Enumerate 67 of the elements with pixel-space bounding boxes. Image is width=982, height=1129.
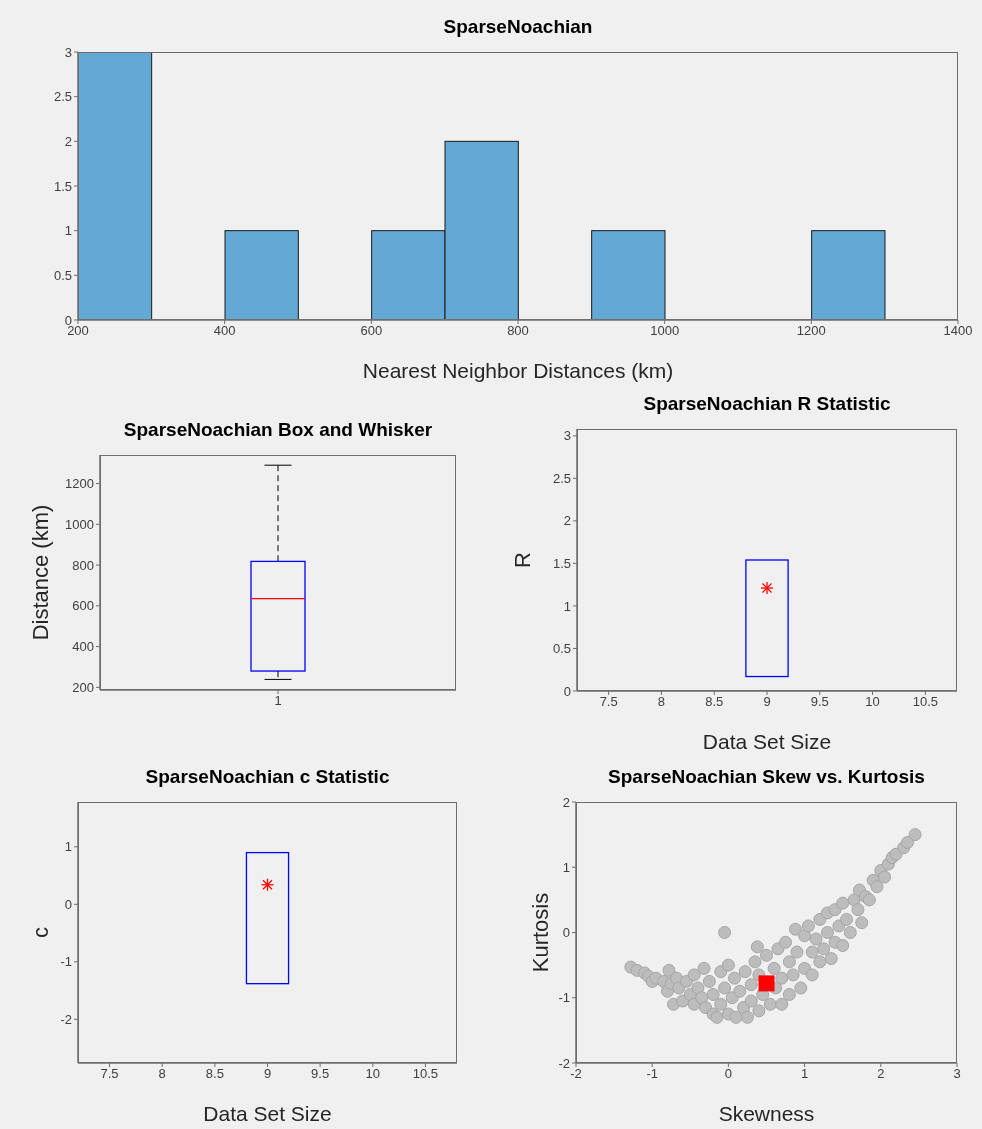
y-tick-label: 1.5 — [53, 178, 72, 194]
x-tick-label: 10.5 — [412, 1066, 439, 1082]
y-tick-label: 1 — [562, 859, 570, 875]
y-axis-title: c — [27, 927, 53, 938]
chart-title: SparseNoachian c Statistic — [144, 766, 391, 788]
x-tick-label: 8.5 — [705, 694, 724, 710]
x-tick-label: 8.5 — [205, 1066, 224, 1082]
y-tick-label: 2 — [562, 794, 570, 810]
y-tick-label: 0.5 — [552, 641, 571, 657]
x-tick-label: 9.5 — [311, 1066, 330, 1082]
y-tick-label: 1000 — [65, 516, 94, 532]
y-tick-label: 600 — [72, 598, 94, 614]
x-tick-label: 9.5 — [810, 694, 829, 710]
y-tick-label: -2 — [60, 1011, 72, 1027]
x-axis-title: Data Set Size — [702, 730, 832, 753]
y-tick-label: 1.5 — [552, 556, 571, 572]
y-tick-label: 2 — [64, 133, 72, 149]
y-tick-label: 1200 — [65, 476, 94, 492]
y-axis-title: R — [509, 552, 535, 568]
x-tick-label: 1 — [274, 693, 282, 709]
x-tick-label: 9 — [763, 694, 771, 710]
y-tick-label: 0.5 — [53, 267, 72, 283]
x-axis-title: Data Set Size — [203, 1102, 332, 1125]
y-tick-label: 0 — [64, 896, 72, 912]
x-tick-label: 7.5 — [100, 1066, 119, 1082]
y-tick-label: 1 — [563, 598, 571, 614]
x-tick-label: 3 — [953, 1066, 961, 1082]
chart-title: SparseNoachian — [442, 16, 594, 38]
x-tick-label: 10 — [365, 1066, 381, 1082]
x-tick-label: 1 — [800, 1066, 809, 1082]
x-tick-label: 2 — [877, 1066, 885, 1082]
y-tick-label: 2 — [563, 513, 571, 529]
x-tick-label: 9 — [263, 1066, 272, 1082]
y-tick-label: 0 — [562, 925, 570, 941]
y-tick-label: 2.5 — [53, 89, 72, 105]
y-tick-label: 3 — [64, 44, 72, 60]
y-tick-label: 1 — [64, 223, 72, 239]
y-tick-label: 200 — [72, 679, 94, 695]
chart-title: SparseNoachian Box and Whisker — [122, 419, 434, 441]
x-tick-label: 1000 — [650, 323, 680, 339]
y-tick-label: 1 — [64, 839, 72, 855]
x-tick-label: -1 — [646, 1066, 658, 1082]
x-tick-label: 7.5 — [599, 694, 618, 710]
y-tick-label: 400 — [72, 639, 94, 655]
y-tick-label: 2.5 — [552, 470, 571, 486]
x-tick-label: 600 — [360, 323, 383, 339]
x-tick-label: 10 — [865, 694, 880, 710]
y-tick-label: 0 — [563, 683, 571, 699]
x-tick-label: 1400 — [943, 323, 973, 339]
x-tick-label: 0 — [724, 1066, 733, 1082]
y-tick-label: -2 — [558, 1055, 570, 1071]
chart-title: SparseNoachian R Statistic — [642, 393, 892, 415]
y-tick-label: -1 — [60, 954, 72, 970]
y-tick-label: 800 — [72, 557, 94, 573]
x-tick-label: 8 — [657, 694, 666, 710]
x-axis-title: Nearest Neighbor Distances (km) — [362, 359, 674, 382]
y-tick-label: 3 — [563, 428, 571, 444]
x-tick-label: 8 — [158, 1066, 166, 1082]
y-axis-title: Kurtosis — [527, 892, 553, 973]
x-tick-label: 400 — [213, 323, 236, 339]
x-axis-title: Skewness — [718, 1102, 815, 1125]
x-tick-label: 800 — [507, 323, 529, 339]
y-tick-label: -1 — [558, 990, 570, 1006]
y-axis-title: Distance (km) — [27, 504, 53, 641]
x-tick-label: 10.5 — [912, 694, 938, 710]
chart-title: SparseNoachian Skew vs. Kurtosis — [607, 766, 926, 788]
x-tick-label: 1200 — [796, 323, 826, 339]
